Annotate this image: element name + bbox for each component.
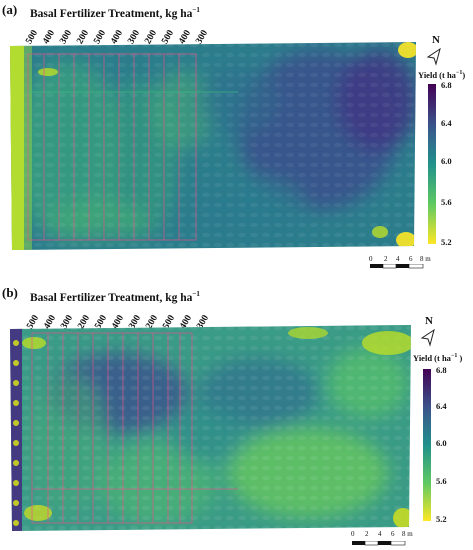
north-label: N: [425, 315, 433, 327]
colorbar-tick: 5.6: [436, 476, 447, 486]
yield-surface: [10, 42, 416, 250]
treatment-plot-grid: [31, 332, 238, 524]
north-arrow-icon: [426, 48, 441, 66]
north-label: N: [432, 34, 440, 46]
scale-label: 0: [369, 255, 373, 263]
panel-label: (b): [2, 285, 18, 300]
panel-title: Basal Fertilizer Treatment, kg ha−1: [30, 6, 200, 20]
colorbar-tick: 6.4: [436, 401, 447, 411]
yield-map: [10, 42, 416, 250]
colorbar-tick: 6.0: [436, 438, 447, 448]
scale-label: 8 m: [420, 255, 431, 263]
edge-markers: [13, 340, 19, 526]
colorbar-tick: 6.8: [436, 365, 447, 375]
scale-label: 8 m: [402, 530, 413, 538]
panel-b: (b) Basal Fertilizer Treatment, kg ha−1 …: [0, 275, 473, 550]
panel-a: (a) Basal Fertilizer Treatment, kg ha−1 …: [2, 2, 466, 269]
panel-label: (a): [2, 2, 18, 17]
north-arrow-icon: [420, 329, 435, 347]
colorbar: [423, 369, 431, 521]
legend-title: Yield (t ha−1 ): [413, 353, 463, 363]
colorbar-tick: 5.2: [436, 514, 447, 524]
scale-label: 4: [396, 255, 400, 263]
colorbar-tick: 6.8: [441, 80, 452, 90]
colorbar-tick: 6.0: [441, 156, 452, 166]
legend-title: Yield (t ha−1): [418, 70, 466, 80]
treatment-plot-grid: [27, 53, 238, 241]
scale-label: 6: [391, 530, 395, 538]
colorbar-tick: 5.2: [441, 237, 452, 247]
scale-label: 4: [378, 530, 382, 538]
scale-label: 2: [384, 255, 388, 263]
colorbar-tick: 5.6: [441, 197, 452, 207]
scale-label: 6: [409, 255, 413, 263]
yield-surface: [10, 325, 411, 531]
scale-label: 0: [351, 530, 355, 538]
scale-label: 2: [365, 530, 369, 538]
colorbar: [428, 84, 436, 244]
panel-title: Basal Fertilizer Treatment, kg ha−1: [30, 290, 200, 304]
yield-map: [10, 325, 411, 531]
colorbar-tick: 6.4: [441, 118, 452, 128]
